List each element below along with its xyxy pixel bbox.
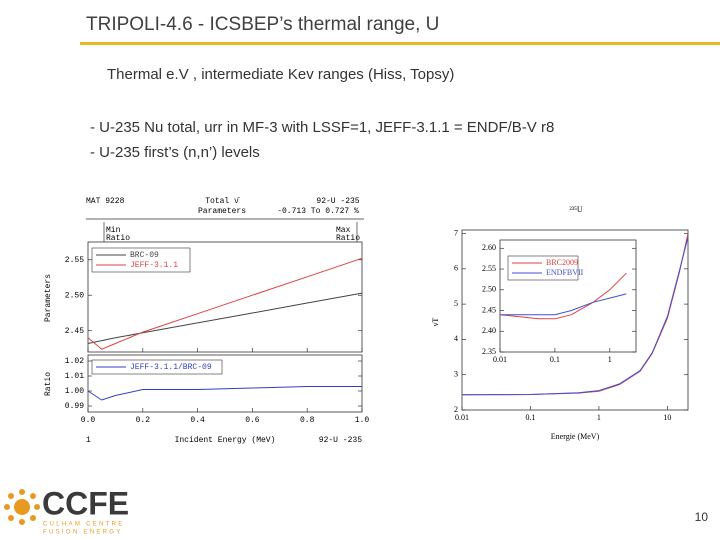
max-label: Max (336, 226, 351, 235)
legend-box (91, 359, 223, 375)
legend-box (507, 255, 579, 281)
y-tick-label: 7 (454, 228, 458, 237)
legend-label: ENDFBVII (546, 268, 584, 277)
series-line (87, 386, 362, 401)
chart-title: ²³⁵U (569, 205, 583, 214)
y-label: Ratio (44, 372, 53, 396)
y-tick-label: 2.55 (482, 264, 496, 273)
material: 92-U -235 (316, 197, 359, 206)
x-tick-label: 10 (663, 413, 671, 422)
series-line (499, 272, 627, 320)
bullet: - U-235 Nu total, urr in MF-3 with LSSF=… (90, 119, 554, 136)
title-rule (80, 42, 720, 45)
legend-label: JEFF-3.1.1/BRC-09 (130, 363, 212, 372)
x-tick-label: 0.6 (245, 416, 260, 425)
slide-title: TRIPOLI-4.6 - ICSBEP’s thermal range, U (86, 14, 439, 35)
x-label: Energie (MeV) (551, 432, 600, 441)
y-tick-label: 1.02 (65, 357, 84, 366)
bullet: - U-235 first’s (n,n’) levels (90, 144, 260, 161)
x-tick-label: 0.4 (190, 416, 205, 425)
y-label: Parameters (44, 274, 53, 322)
y-tick-label: 2.50 (482, 285, 496, 294)
x-tick-label: 1 (608, 355, 612, 364)
foot-right: 92-U -235 (319, 436, 362, 445)
y-tick-label: 4 (454, 334, 458, 343)
x-tick-label: 0.1 (525, 413, 535, 422)
logo: CCFE CULHAM CENTRE FUSION ENERGY (4, 485, 129, 536)
foot-left: 1 (86, 436, 91, 445)
y-tick-label: 3 (454, 370, 458, 379)
x-tick-label: 0.1 (550, 355, 560, 364)
subtitle: Thermal e.V , intermediate Kev ranges (H… (107, 66, 454, 83)
y-tick-label: 2.60 (482, 243, 496, 252)
logo-sub: CULHAM CENTRE (43, 522, 125, 528)
y-label: νT (431, 318, 440, 327)
legend-label: BRC-09 (130, 251, 159, 260)
x-tick-label: 1 (597, 413, 601, 422)
y-tick-label: 2.45 (482, 305, 496, 314)
x-label: Incident Energy (MeV) (175, 436, 276, 445)
series-line (500, 293, 627, 316)
x-tick-label: 0.8 (300, 416, 315, 425)
y-tick-label: 5 (454, 299, 458, 308)
min-label: Ratio (106, 234, 130, 243)
min-label: Min (106, 226, 121, 235)
y-tick-label: 2.50 (65, 291, 84, 300)
y-tick-label: 2.40 (482, 326, 496, 335)
legend-label: BRC2009 (546, 258, 578, 267)
x-tick-label: 0.01 (493, 355, 507, 364)
y-tick-label: 2.55 (65, 256, 84, 265)
y-tick-label: 2.35 (482, 347, 496, 356)
y-tick-label: 1.01 (65, 372, 84, 381)
x-tick-label: 0.2 (136, 416, 151, 425)
chart-subtitle: Parameters (198, 207, 246, 216)
x-tick-label: 0.01 (455, 413, 469, 422)
max-label: Ratio (336, 234, 360, 243)
range: -0.713 To 0.727 % (277, 207, 359, 216)
series-line (87, 257, 363, 350)
series-line (87, 292, 363, 344)
left-chart: MAT 9228 Total ν̄ Parameters 92-U -235 -… (44, 197, 369, 445)
series-line (461, 236, 689, 396)
y-tick-label: 1.00 (65, 387, 84, 396)
mat: MAT 9228 (86, 197, 125, 206)
chart-title: Total ν̄ (205, 197, 241, 206)
x-tick-label: 0.0 (81, 416, 96, 425)
y-tick-label: 2.45 (65, 327, 84, 336)
legend-box (91, 247, 191, 273)
y-tick-label: 2 (454, 405, 458, 414)
y-tick-label: 6 (454, 264, 458, 273)
logo-text: CCFE (42, 485, 129, 521)
legend-label: JEFF-3.1.1 (130, 261, 178, 270)
logo-sub: FUSION ENERGY (43, 530, 123, 536)
page-number: 10 (695, 510, 709, 524)
x-tick-label: 1.0 (355, 416, 370, 425)
logo-sun (4, 489, 40, 525)
y-tick-label: 0.99 (65, 402, 84, 411)
right-chart: ²³⁵U νT Energie (MeV) 2 3 4 5 6 7 0.01 0.1 1 10 2.… (431, 205, 689, 441)
